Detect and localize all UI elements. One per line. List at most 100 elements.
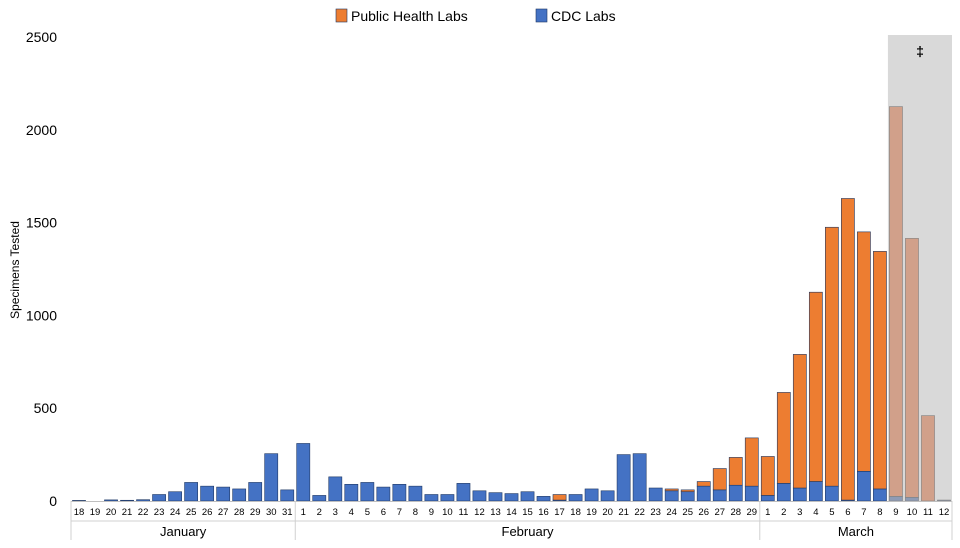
bar-public-health-labs: [824, 226, 839, 487]
x-tick-label: 25: [186, 507, 197, 518]
bar-cdc-labs: [248, 482, 263, 502]
bar-cdc-labs: [200, 485, 215, 502]
x-tick-label: 6: [381, 507, 386, 518]
bar-cdc-labs: [376, 486, 391, 502]
y-tick-label: 2500: [26, 29, 57, 45]
month-label: March: [838, 524, 874, 539]
bar-cdc-labs: [744, 485, 759, 502]
bar-cdc-labs: [792, 487, 807, 502]
bar-cdc-labs: [937, 499, 951, 502]
x-tick-label: 2: [317, 507, 322, 518]
bar-cdc-labs: [472, 490, 487, 502]
x-tick-label: 12: [474, 507, 485, 518]
bar-cdc-labs: [392, 483, 407, 502]
x-tick-label: 28: [730, 507, 741, 518]
bar-cdc-labs: [728, 484, 743, 502]
bar-cdc-labs: [264, 453, 279, 502]
bar-cdc-labs: [600, 490, 615, 502]
bar-cdc-labs: [504, 493, 519, 502]
bar-cdc-labs: [152, 494, 166, 502]
bar-cdc-labs: [632, 453, 647, 502]
x-tick-label: 17: [554, 507, 565, 518]
x-tick-label: 22: [138, 507, 149, 518]
bar-cdc-labs: [424, 494, 439, 502]
bar-public-health-labs: [889, 106, 903, 497]
legend-swatch-public-health-labs: [335, 8, 348, 23]
x-tick-label: 11: [923, 507, 933, 518]
bar-cdc-labs: [664, 490, 679, 502]
x-tick-label: 20: [106, 507, 117, 518]
x-tick-label: 19: [90, 507, 101, 518]
bar-public-health-labs: [921, 415, 935, 502]
x-tick-label: 28: [234, 507, 245, 518]
legend-label-cdc-labs: CDC Labs: [551, 8, 616, 24]
bar-cdc-labs: [760, 495, 775, 502]
bar-cdc-labs: [584, 488, 599, 502]
bar-cdc-labs: [776, 483, 791, 502]
bar-public-health-labs: [712, 468, 727, 491]
bar-cdc-labs: [648, 487, 663, 502]
x-tick-label: 6: [845, 507, 850, 518]
x-tick-label: 9: [893, 507, 898, 518]
bar-cdc-labs: [857, 471, 871, 502]
x-tick-label: 14: [506, 507, 517, 518]
bar-public-health-labs: [664, 488, 679, 492]
bar-cdc-labs: [360, 482, 375, 502]
x-tick-label: 13: [490, 507, 501, 518]
legend-label-public-health-labs: Public Health Labs: [351, 8, 468, 24]
x-tick-label: 3: [797, 507, 802, 518]
bar-cdc-labs: [280, 489, 295, 502]
legend-swatch-cdc-labs: [535, 8, 548, 23]
x-tick-label: 1: [765, 507, 770, 518]
x-tick-label: 21: [122, 507, 133, 518]
bar-public-health-labs: [808, 291, 823, 482]
x-tick-label: 3: [333, 507, 338, 518]
bar-public-health-labs: [776, 392, 791, 484]
y-tick-label: 1500: [26, 215, 57, 231]
x-tick-label: 26: [698, 507, 709, 518]
x-tick-label: 7: [397, 507, 402, 518]
x-tick-label: 2: [781, 507, 786, 518]
bar-cdc-labs: [873, 488, 887, 502]
x-tick-label: 10: [907, 507, 918, 518]
x-tick-label: 24: [170, 507, 181, 518]
bar-cdc-labs: [216, 486, 231, 502]
bar-cdc-labs: [136, 499, 150, 502]
bar-cdc-labs: [120, 499, 134, 502]
bar-cdc-labs: [328, 476, 343, 502]
x-tick-label: 18: [570, 507, 581, 518]
x-tick-label: 29: [746, 507, 757, 518]
x-tick-label: 27: [714, 507, 725, 518]
x-tick-label: 30: [266, 507, 277, 518]
x-axis: 18 19 20 21 22 23 24 25 26 27 28 29 30 31 1 2 3 4 5 6 7 8 9 10 1…: [70, 501, 953, 540]
x-tick-label: 1: [301, 507, 306, 518]
x-tick-label: 29: [250, 507, 261, 518]
bar-cdc-labs: [488, 492, 503, 502]
x-tick-label: 19: [586, 507, 597, 518]
bar-cdc-labs: [905, 496, 919, 502]
bar-public-health-labs: [680, 489, 695, 493]
bar-cdc-labs: [808, 481, 823, 502]
x-tick-label: 23: [650, 507, 661, 518]
shaded-region-symbol: ‡: [916, 43, 924, 59]
bar-public-health-labs: [696, 481, 711, 487]
x-tick-label: 22: [634, 507, 645, 518]
bar-cdc-labs: [168, 491, 182, 502]
x-tick-label: 7: [861, 507, 866, 518]
bar-cdc-labs: [408, 485, 423, 502]
bar-public-health-labs: [841, 198, 855, 501]
x-tick-label: 9: [429, 507, 434, 518]
bar-cdc-labs: [232, 488, 247, 502]
bar-public-health-labs: [873, 251, 887, 490]
bar-cdc-labs: [712, 489, 727, 502]
bar-cdc-labs: [104, 499, 118, 502]
x-tick-label: 23: [154, 507, 165, 518]
bar-cdc-labs: [696, 485, 711, 502]
bar-cdc-labs: [456, 483, 471, 502]
x-tick-label: 31: [282, 507, 293, 518]
bar-cdc-labs: [440, 494, 455, 502]
bar-public-health-labs: [728, 457, 743, 486]
x-tick-label: 26: [202, 507, 213, 518]
y-axis: 0 500 1000 1500 2000 2500: [26, 29, 57, 509]
